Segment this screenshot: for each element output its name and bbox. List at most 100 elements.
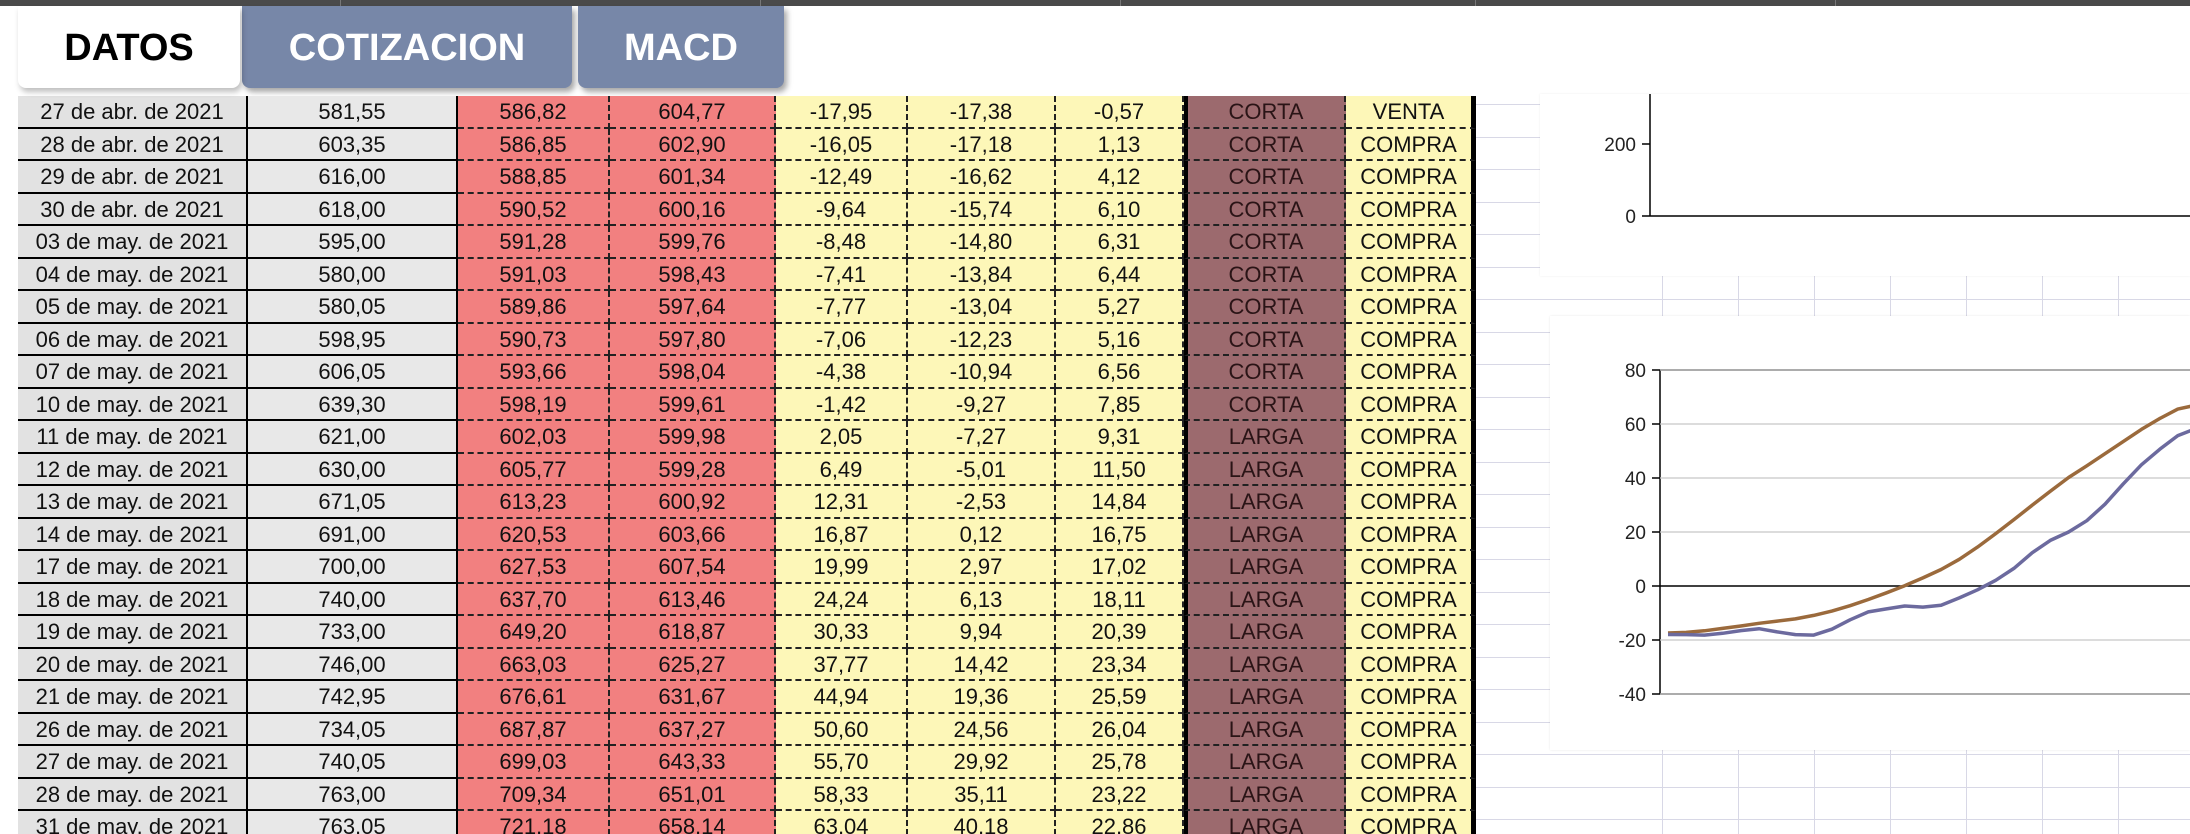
position-cell[interactable]: LARGA <box>1184 811 1346 834</box>
position-cell[interactable]: LARGA <box>1184 778 1346 811</box>
signal-cell[interactable]: -17,38 <box>908 96 1056 129</box>
histogram-cell[interactable]: 6,10 <box>1056 193 1184 226</box>
signal-cell[interactable]: 6,13 <box>908 583 1056 616</box>
macd-cell[interactable]: 12,31 <box>776 486 908 519</box>
position-cell[interactable]: CORTA <box>1184 128 1346 161</box>
date-cell[interactable]: 21 de may. de 2021 <box>18 681 248 714</box>
action-cell[interactable]: COMPRA <box>1346 713 1476 746</box>
price-cell[interactable]: 742,95 <box>248 681 458 714</box>
tab-cotizacion[interactable]: COTIZACION <box>242 6 572 88</box>
signal-cell[interactable]: 24,56 <box>908 713 1056 746</box>
position-cell[interactable]: CORTA <box>1184 258 1346 291</box>
price-cell[interactable]: 639,30 <box>248 388 458 421</box>
price-cell[interactable]: 691,00 <box>248 518 458 551</box>
macd-cell[interactable]: 6,49 <box>776 453 908 486</box>
price-cell[interactable]: 733,00 <box>248 616 458 649</box>
signal-cell[interactable]: 40,18 <box>908 811 1056 834</box>
action-cell[interactable]: COMPRA <box>1346 161 1476 194</box>
ema-short-cell[interactable]: 588,85 <box>458 161 610 194</box>
ema-long-cell[interactable]: 651,01 <box>610 778 776 811</box>
action-cell[interactable]: COMPRA <box>1346 388 1476 421</box>
signal-cell[interactable]: 35,11 <box>908 778 1056 811</box>
histogram-cell[interactable]: 7,85 <box>1056 388 1184 421</box>
ema-short-cell[interactable]: 627,53 <box>458 551 610 584</box>
date-cell[interactable]: 07 de may. de 2021 <box>18 356 248 389</box>
histogram-cell[interactable]: 22,86 <box>1056 811 1184 834</box>
price-cell[interactable]: 616,00 <box>248 161 458 194</box>
signal-cell[interactable]: 2,97 <box>908 551 1056 584</box>
macd-cell[interactable]: -4,38 <box>776 356 908 389</box>
ema-short-cell[interactable]: 586,82 <box>458 96 610 129</box>
ema-short-cell[interactable]: 590,73 <box>458 323 610 356</box>
signal-cell[interactable]: -16,62 <box>908 161 1056 194</box>
action-cell[interactable]: COMPRA <box>1346 258 1476 291</box>
ema-long-cell[interactable]: 631,67 <box>610 681 776 714</box>
ema-long-cell[interactable]: 604,77 <box>610 96 776 129</box>
macd-cell[interactable]: -16,05 <box>776 128 908 161</box>
macd-cell[interactable]: 37,77 <box>776 648 908 681</box>
date-cell[interactable]: 04 de may. de 2021 <box>18 258 248 291</box>
macd-cell[interactable]: -17,95 <box>776 96 908 129</box>
ema-short-cell[interactable]: 591,03 <box>458 258 610 291</box>
date-cell[interactable]: 11 de may. de 2021 <box>18 421 248 454</box>
histogram-cell[interactable]: 23,34 <box>1056 648 1184 681</box>
histogram-cell[interactable]: 9,31 <box>1056 421 1184 454</box>
action-cell[interactable]: COMPRA <box>1346 421 1476 454</box>
price-cell[interactable]: 763,05 <box>248 811 458 834</box>
macd-cell[interactable]: 30,33 <box>776 616 908 649</box>
ema-long-cell[interactable]: 598,04 <box>610 356 776 389</box>
ema-short-cell[interactable]: 605,77 <box>458 453 610 486</box>
ema-long-cell[interactable]: 625,27 <box>610 648 776 681</box>
ema-long-cell[interactable]: 607,54 <box>610 551 776 584</box>
date-cell[interactable]: 27 de may. de 2021 <box>18 746 248 779</box>
signal-cell[interactable]: -2,53 <box>908 486 1056 519</box>
ema-long-cell[interactable]: 603,66 <box>610 518 776 551</box>
price-cell[interactable]: 734,05 <box>248 713 458 746</box>
signal-cell[interactable]: -10,94 <box>908 356 1056 389</box>
signal-cell[interactable]: -5,01 <box>908 453 1056 486</box>
histogram-cell[interactable]: 1,13 <box>1056 128 1184 161</box>
price-cell[interactable]: 740,00 <box>248 583 458 616</box>
position-cell[interactable]: CORTA <box>1184 356 1346 389</box>
macd-cell[interactable]: 16,87 <box>776 518 908 551</box>
macd-cell[interactable]: -7,77 <box>776 291 908 324</box>
date-cell[interactable]: 31 de may. de 2021 <box>18 811 248 834</box>
ema-short-cell[interactable]: 721,18 <box>458 811 610 834</box>
action-cell[interactable]: COMPRA <box>1346 648 1476 681</box>
action-cell[interactable]: COMPRA <box>1346 486 1476 519</box>
date-cell[interactable]: 20 de may. de 2021 <box>18 648 248 681</box>
action-cell[interactable]: COMPRA <box>1346 323 1476 356</box>
macd-cell[interactable]: -7,06 <box>776 323 908 356</box>
position-cell[interactable]: CORTA <box>1184 323 1346 356</box>
price-cell[interactable]: 595,00 <box>248 226 458 259</box>
ema-short-cell[interactable]: 602,03 <box>458 421 610 454</box>
histogram-cell[interactable]: -0,57 <box>1056 96 1184 129</box>
date-cell[interactable]: 26 de may. de 2021 <box>18 713 248 746</box>
price-cell[interactable]: 598,95 <box>248 323 458 356</box>
action-cell[interactable]: COMPRA <box>1346 193 1476 226</box>
position-cell[interactable]: LARGA <box>1184 518 1346 551</box>
signal-cell[interactable]: -12,23 <box>908 323 1056 356</box>
action-cell[interactable]: COMPRA <box>1346 811 1476 834</box>
ema-long-cell[interactable]: 597,64 <box>610 291 776 324</box>
date-cell[interactable]: 28 de may. de 2021 <box>18 778 248 811</box>
ema-long-cell[interactable]: 597,80 <box>610 323 776 356</box>
action-cell[interactable]: COMPRA <box>1346 551 1476 584</box>
ema-short-cell[interactable]: 699,03 <box>458 746 610 779</box>
price-cell[interactable]: 580,00 <box>248 258 458 291</box>
signal-cell[interactable]: 0,12 <box>908 518 1056 551</box>
position-cell[interactable]: CORTA <box>1184 388 1346 421</box>
price-cell[interactable]: 763,00 <box>248 778 458 811</box>
macd-cell[interactable]: 24,24 <box>776 583 908 616</box>
ema-short-cell[interactable]: 620,53 <box>458 518 610 551</box>
histogram-cell[interactable]: 26,04 <box>1056 713 1184 746</box>
action-cell[interactable]: COMPRA <box>1346 226 1476 259</box>
date-cell[interactable]: 18 de may. de 2021 <box>18 583 248 616</box>
histogram-cell[interactable]: 17,02 <box>1056 551 1184 584</box>
position-cell[interactable]: LARGA <box>1184 453 1346 486</box>
price-cell[interactable]: 621,00 <box>248 421 458 454</box>
histogram-cell[interactable]: 5,16 <box>1056 323 1184 356</box>
ema-short-cell[interactable]: 598,19 <box>458 388 610 421</box>
position-cell[interactable]: LARGA <box>1184 486 1346 519</box>
ema-long-cell[interactable]: 599,61 <box>610 388 776 421</box>
